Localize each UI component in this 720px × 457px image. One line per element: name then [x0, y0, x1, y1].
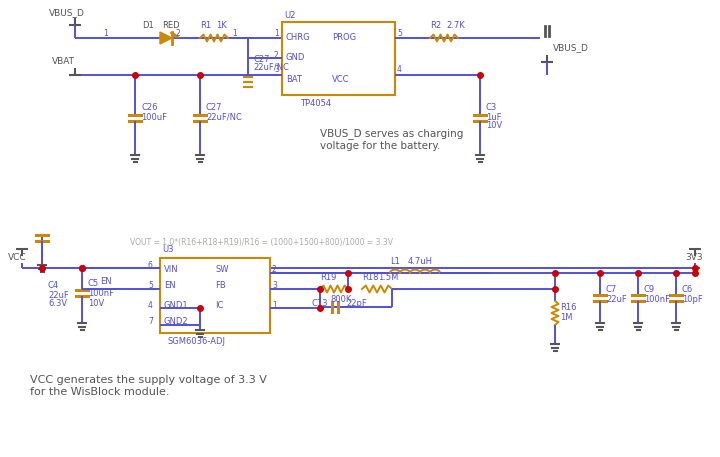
- Text: 10V: 10V: [88, 299, 104, 308]
- Text: 1K: 1K: [216, 21, 227, 31]
- Text: U3: U3: [162, 245, 174, 255]
- Text: R19: R19: [320, 272, 336, 282]
- Text: 7: 7: [148, 318, 153, 326]
- Text: 10pF: 10pF: [682, 294, 703, 303]
- Text: 1: 1: [274, 28, 279, 37]
- Text: VBUS_D serves as charging
voltage for the battery.: VBUS_D serves as charging voltage for th…: [320, 128, 464, 150]
- Text: RED: RED: [162, 21, 179, 31]
- Text: 3V3: 3V3: [685, 254, 703, 262]
- Text: 4: 4: [148, 301, 153, 309]
- Text: 2: 2: [274, 51, 279, 59]
- Text: 22uF: 22uF: [48, 291, 68, 299]
- Text: C4: C4: [48, 282, 59, 291]
- Text: SGM6036-ADJ: SGM6036-ADJ: [168, 336, 226, 345]
- Text: 1M: 1M: [560, 313, 572, 322]
- Text: C7: C7: [606, 285, 617, 293]
- Text: 1: 1: [272, 301, 276, 309]
- Text: 1: 1: [103, 28, 108, 37]
- Text: C9: C9: [644, 285, 655, 293]
- Text: 100nF: 100nF: [88, 289, 114, 298]
- Text: 6: 6: [148, 260, 153, 270]
- Text: C27: C27: [206, 102, 222, 112]
- Text: VBUS_D: VBUS_D: [553, 43, 589, 53]
- Text: VCC generates the supply voltage of 3.3 V
for the WisBlock module.: VCC generates the supply voltage of 3.3 …: [30, 375, 267, 397]
- Text: BAT: BAT: [286, 74, 302, 84]
- Text: IC: IC: [215, 301, 223, 309]
- Text: TP4054: TP4054: [300, 99, 331, 107]
- Text: 2: 2: [176, 28, 181, 37]
- Text: R16: R16: [560, 303, 577, 312]
- Text: 1: 1: [232, 28, 237, 37]
- Text: GND1: GND1: [164, 301, 189, 309]
- Text: GND2: GND2: [164, 318, 189, 326]
- Text: R18: R18: [362, 272, 379, 282]
- Text: C13: C13: [312, 298, 328, 308]
- Polygon shape: [160, 32, 172, 44]
- Text: 5: 5: [148, 282, 153, 291]
- Text: 100nF: 100nF: [644, 294, 670, 303]
- Text: EN: EN: [164, 282, 176, 291]
- Text: 22uF: 22uF: [606, 294, 626, 303]
- Text: GND: GND: [286, 53, 305, 63]
- Text: 22uF/NC: 22uF/NC: [206, 112, 242, 122]
- Text: VBUS_D: VBUS_D: [49, 9, 85, 17]
- Text: 6.3V: 6.3V: [48, 299, 67, 308]
- Text: L1: L1: [390, 256, 400, 266]
- Text: C5: C5: [88, 280, 99, 288]
- Text: VOUT = 1.0*(R16+R18+R19)/R16 = (1000+1500+800)/1000 = 3.3V: VOUT = 1.0*(R16+R18+R19)/R16 = (1000+150…: [130, 238, 393, 246]
- Text: 22pF: 22pF: [346, 298, 366, 308]
- Text: SW: SW: [215, 266, 228, 275]
- Text: 5: 5: [397, 28, 402, 37]
- Text: VCC: VCC: [332, 74, 349, 84]
- Text: C27: C27: [253, 54, 269, 64]
- Text: PROG: PROG: [332, 32, 356, 42]
- Text: VCC: VCC: [8, 254, 27, 262]
- Text: 4: 4: [397, 65, 402, 74]
- Bar: [160, 258, 270, 333]
- Bar: [282, 22, 395, 95]
- Text: 3: 3: [272, 282, 277, 291]
- Text: 4.7uH: 4.7uH: [408, 256, 433, 266]
- Text: 1.5M: 1.5M: [378, 272, 398, 282]
- Text: D1: D1: [142, 21, 154, 31]
- Text: 22uF/NC: 22uF/NC: [253, 63, 289, 71]
- Text: 10V: 10V: [486, 122, 503, 131]
- Text: CHRG: CHRG: [286, 32, 310, 42]
- Text: FB: FB: [215, 282, 226, 291]
- Text: R1: R1: [200, 21, 211, 31]
- Text: VIN: VIN: [164, 266, 179, 275]
- Text: 2: 2: [272, 266, 276, 275]
- Text: C26: C26: [141, 102, 158, 112]
- Text: 1uF: 1uF: [486, 112, 502, 122]
- Text: 800K: 800K: [330, 294, 351, 303]
- Text: 3: 3: [274, 65, 279, 74]
- Text: C3: C3: [486, 102, 498, 112]
- Text: 2.7K: 2.7K: [446, 21, 464, 31]
- Text: R2: R2: [430, 21, 441, 31]
- Text: C6: C6: [682, 285, 693, 293]
- Text: 100uF: 100uF: [141, 112, 167, 122]
- Text: VBAT: VBAT: [52, 58, 75, 67]
- Text: EN: EN: [100, 277, 112, 287]
- Text: U2: U2: [284, 11, 295, 20]
